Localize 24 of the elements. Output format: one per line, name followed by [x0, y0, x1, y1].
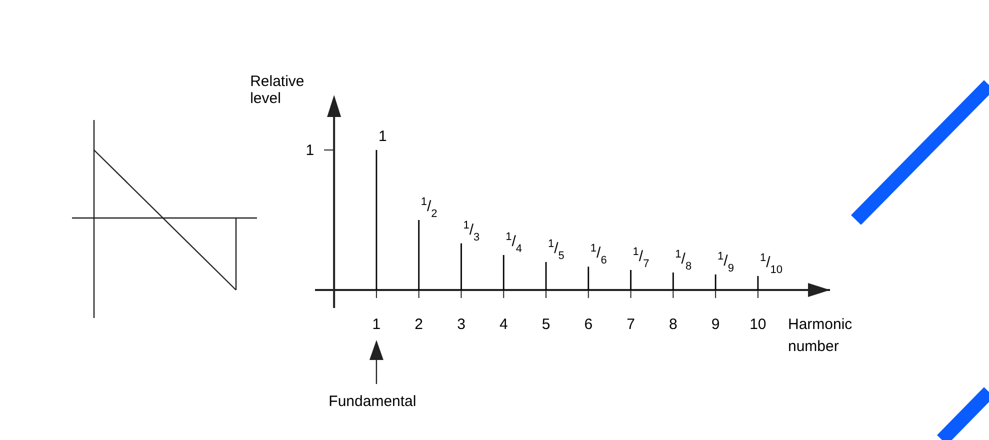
x-tick-label: 5: [542, 316, 550, 333]
x-tick-label: 2: [414, 316, 424, 333]
x-tick-label: 10: [750, 316, 766, 333]
data-label: 1: [378, 128, 387, 145]
x-tick-label: 9: [711, 316, 720, 333]
data-label: $^{1}$/$_{10}$: [760, 252, 782, 276]
x-tick-label: 6: [584, 316, 593, 333]
x-tick-label: 1: [372, 316, 381, 333]
text: 1: [306, 142, 314, 159]
x-tick-label: 4: [499, 316, 508, 333]
data-label: $^{1}$/$_{6}$: [590, 242, 607, 267]
x-tick-label: 3: [457, 316, 466, 333]
data-label: $^{1}$/$_{9}$: [718, 250, 734, 274]
x-axis-title: Harmonic number: [788, 316, 853, 355]
x-tick-label: 8: [668, 316, 678, 333]
data-label: $^{1}$/$_{3}$: [463, 219, 480, 244]
text: Fundamental: [328, 393, 416, 410]
data-label: $^{1}$/$_{2}$: [420, 196, 438, 220]
data-label: $^{1}$/$_{7}$: [632, 246, 650, 270]
data-label: $^{1}$/$_{5}$: [548, 238, 564, 262]
x-tick-label: 7: [626, 316, 635, 333]
data-label: $^{1}$/$_{4}$: [506, 231, 522, 255]
data-label: $^{1}$/$_{8}$: [675, 248, 692, 272]
y-axis-title: Relative level: [250, 73, 304, 107]
